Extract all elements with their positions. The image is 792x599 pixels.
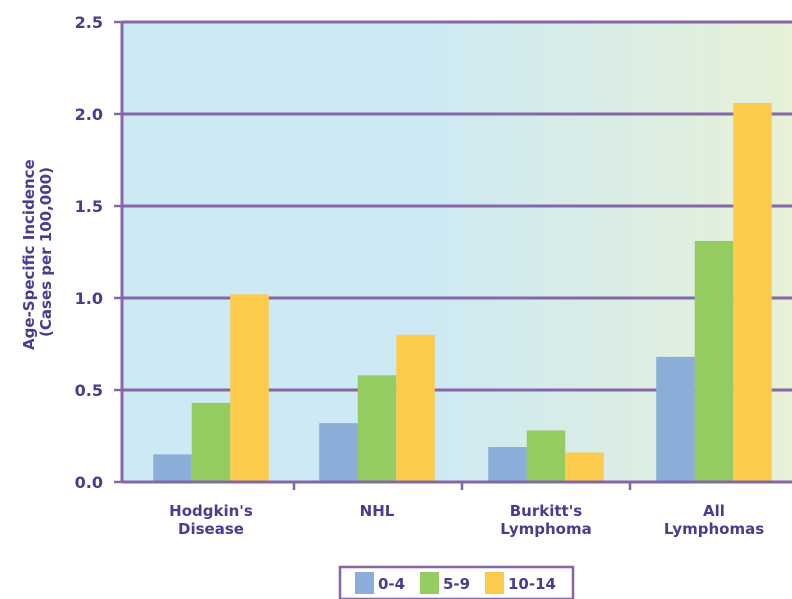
y-axis-label-line-1: Age-Specific Incidence xyxy=(20,159,38,350)
x-tick-label: All Lymphomas xyxy=(664,502,764,538)
bar-5-9-2 xyxy=(526,430,566,482)
x-tick-labels: Hodgkin's Disease NHL Burkitt's Lymphoma All L… xyxy=(169,502,764,538)
y-tick-label: 2.5 xyxy=(75,13,103,32)
y-axis-label-line-2: (Cases per 100,000) xyxy=(37,167,55,337)
y-tick-label: 1.5 xyxy=(75,197,103,216)
legend-box xyxy=(338,565,575,599)
legend-swatch-10-14 xyxy=(485,572,504,594)
y-tick-label: 0.0 xyxy=(75,473,103,492)
bar-5-9-3 xyxy=(694,240,734,482)
y-tick-label: 2.0 xyxy=(75,105,103,124)
bar-10-14-0 xyxy=(230,294,269,482)
bar-10-14-1 xyxy=(396,334,435,482)
bar-10-14-2 xyxy=(565,452,604,482)
legend-label-5-9: 5-9 xyxy=(443,575,470,593)
axes xyxy=(114,20,792,490)
legend-label-0-4: 0-4 xyxy=(378,575,405,593)
legend-label-10-14: 10-14 xyxy=(508,575,556,593)
legend-swatch-5-9 xyxy=(420,572,439,594)
legend: 0-4 5-9 10-14 xyxy=(338,565,575,599)
x-tick-label: Burkitt's Lymphoma xyxy=(500,502,591,538)
legend-swatch-0-4 xyxy=(355,572,374,594)
y-tick-labels: 0.0 0.5 1.0 1.5 2.0 2.5 xyxy=(75,13,103,492)
bar-0-4-1 xyxy=(319,423,358,482)
bar-0-4-3 xyxy=(656,356,695,482)
y-tick-label: 0.5 xyxy=(75,381,103,400)
bar-10-14-3 xyxy=(733,102,772,483)
bar-0-4-0 xyxy=(153,454,192,482)
x-tick-label: Hodgkin's Disease xyxy=(169,502,253,538)
x-tick-label: NHL xyxy=(360,502,395,520)
bar-0-4-2 xyxy=(488,447,527,482)
y-tick-label: 1.0 xyxy=(75,289,103,308)
bar-5-9-0 xyxy=(191,402,231,482)
y-axis-label: Age-Specific Incidence (Cases per 100,00… xyxy=(20,154,55,350)
bars xyxy=(153,102,772,483)
bar-5-9-1 xyxy=(357,375,397,482)
